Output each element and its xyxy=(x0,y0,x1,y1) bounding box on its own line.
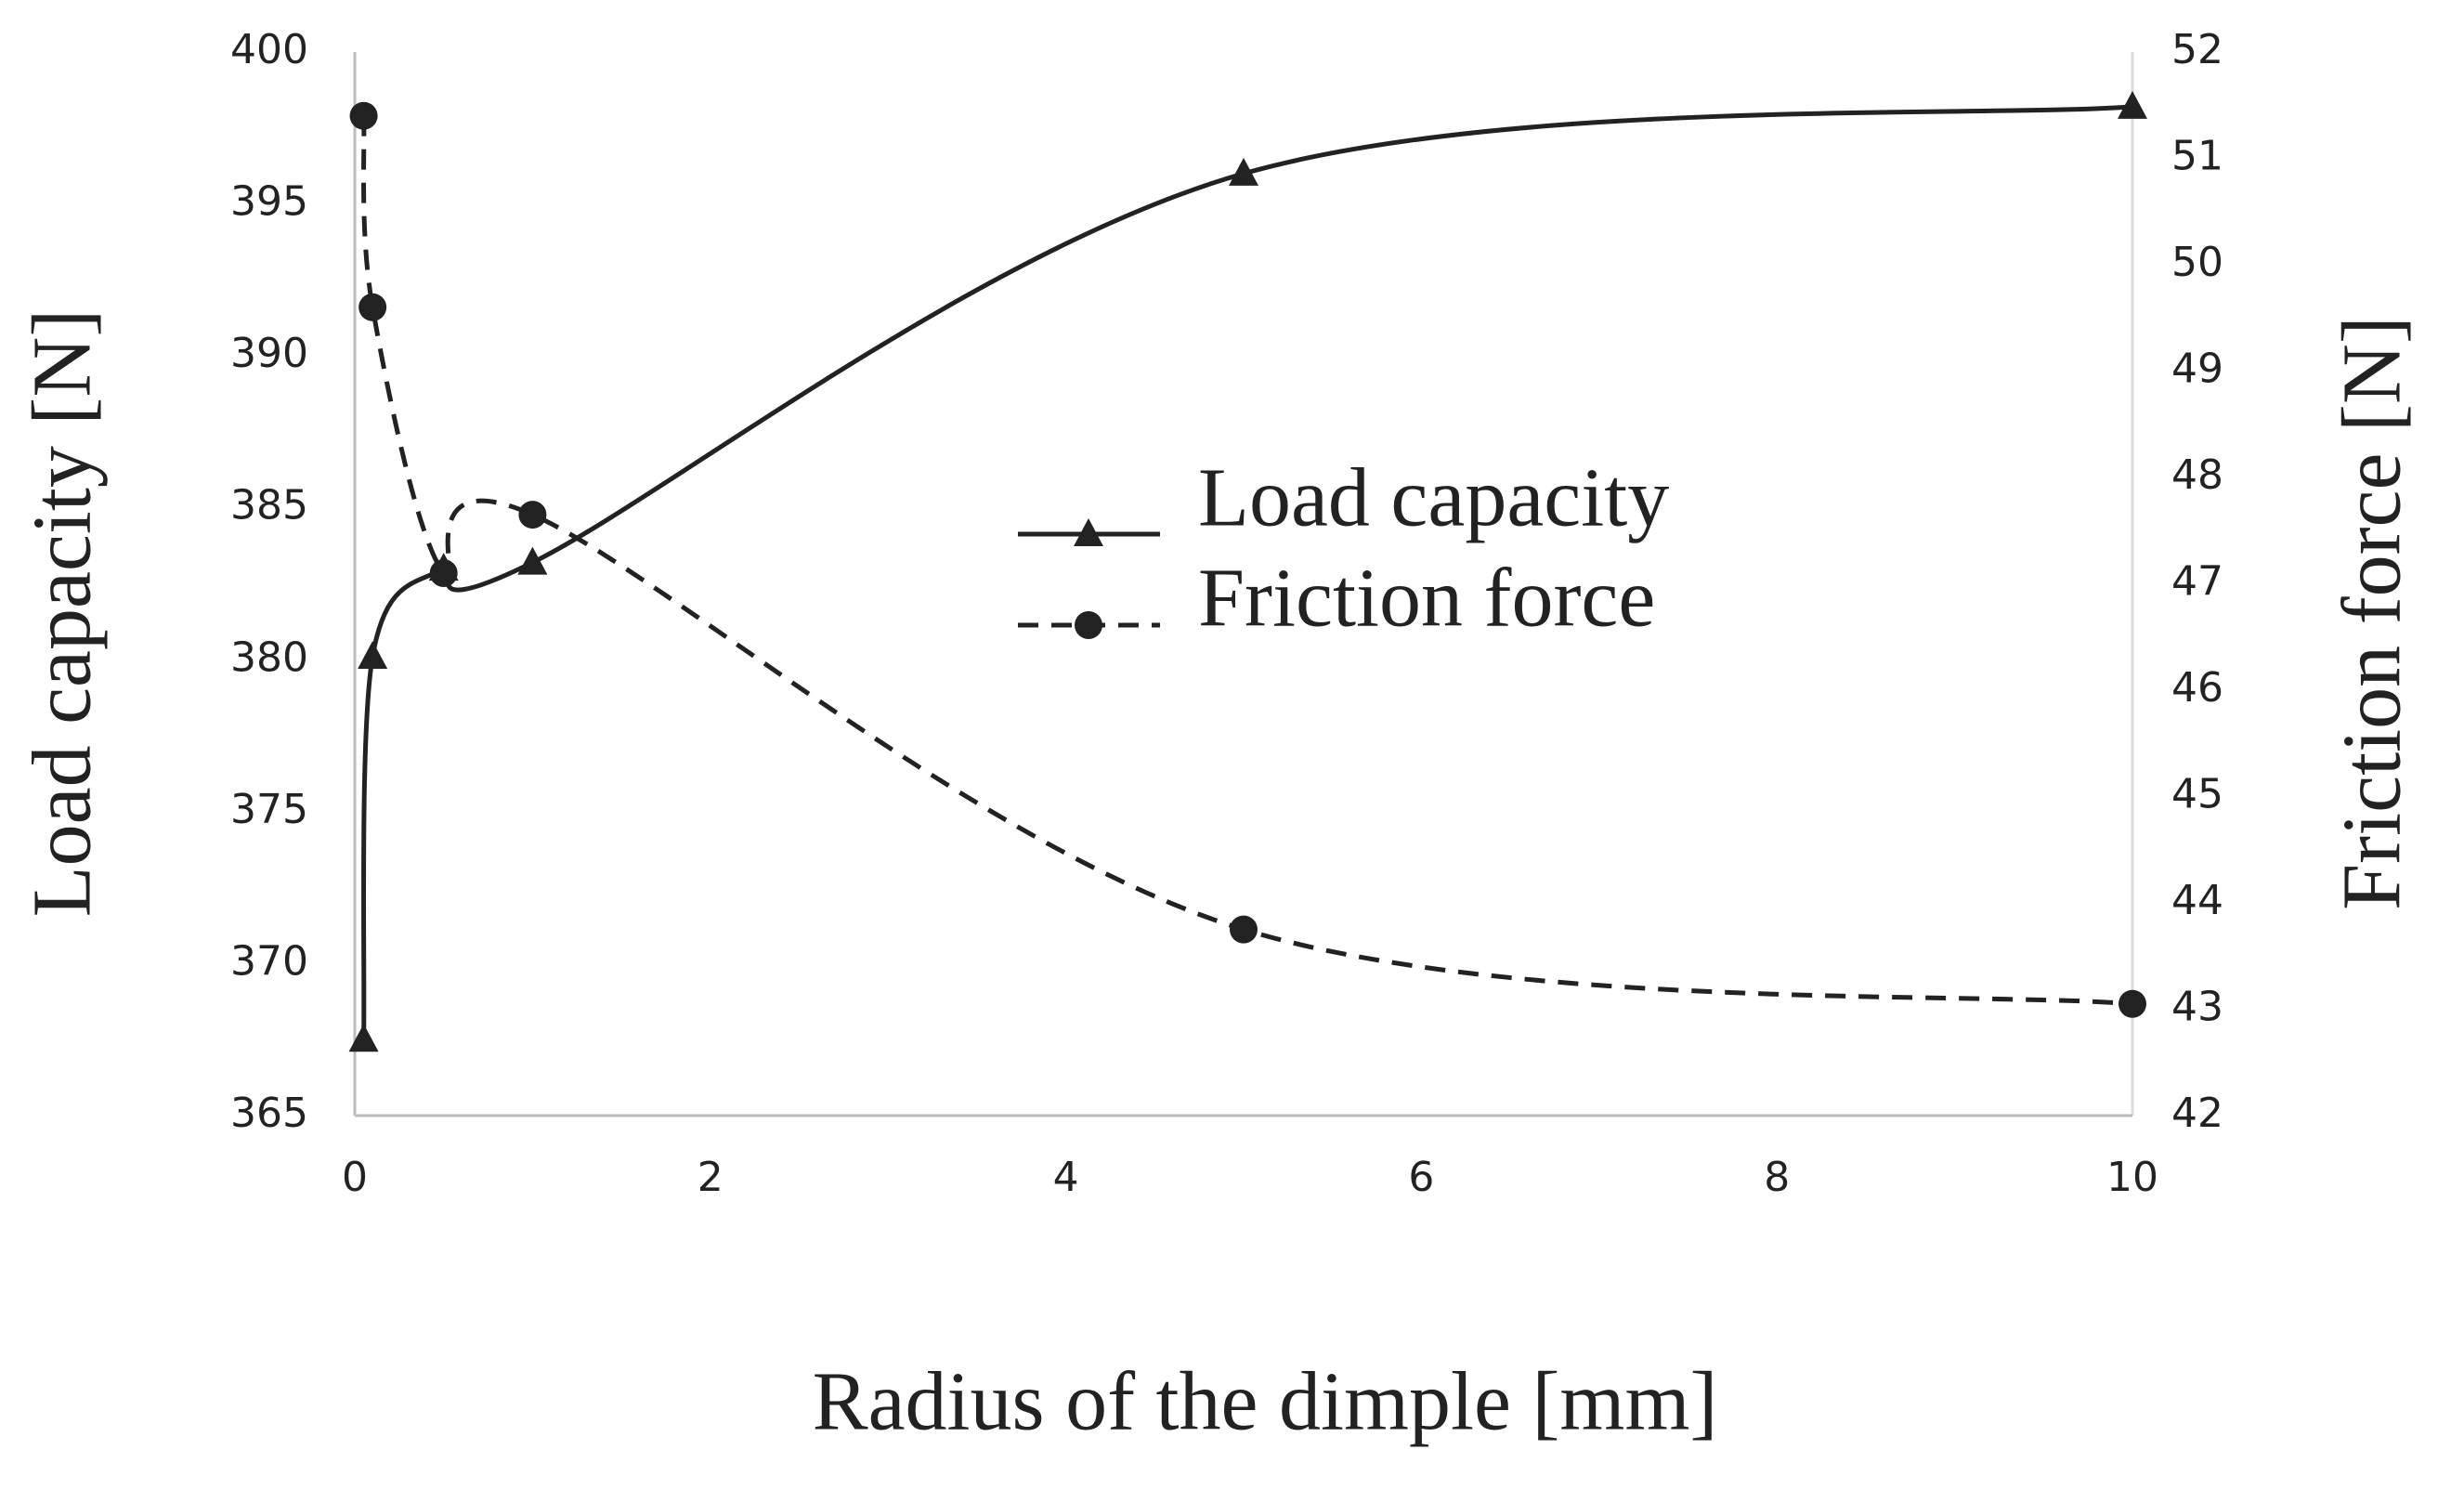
data-point xyxy=(358,641,388,670)
x-tick-label: 4 xyxy=(1053,1154,1079,1201)
y2-tick-label: 42 xyxy=(2171,1090,2223,1137)
legend-label: Load capacity xyxy=(1198,452,1669,544)
y-tick-label: 395 xyxy=(230,178,308,226)
y-tick-label: 385 xyxy=(230,482,308,529)
y2-tick-label: 44 xyxy=(2171,877,2223,924)
y-tick-label: 400 xyxy=(230,26,308,73)
data-point xyxy=(1230,915,1258,944)
x-tick-label: 8 xyxy=(1764,1154,1790,1201)
y2-tick-label: 48 xyxy=(2171,451,2223,499)
y-tick-label: 365 xyxy=(230,1090,308,1137)
x-axis-title: Radius of the dimple [mm] xyxy=(813,1356,1718,1448)
legend-marker xyxy=(1074,518,1103,546)
data-point xyxy=(349,101,378,130)
y2-tick-label: 50 xyxy=(2171,239,2223,286)
data-point xyxy=(2118,90,2147,119)
x-tick-label: 6 xyxy=(1408,1154,1434,1201)
y2-tick-label: 45 xyxy=(2171,771,2223,818)
y2-tick-label: 52 xyxy=(2171,26,2223,73)
legend-label: Friction force xyxy=(1198,553,1655,645)
y-tick-label: 390 xyxy=(230,330,308,377)
x-tick-label: 2 xyxy=(697,1154,724,1201)
y-tick-label: 375 xyxy=(230,786,308,833)
y2-tick-label: 47 xyxy=(2171,558,2223,606)
y-axis-title: Load capacity [N] xyxy=(17,309,109,918)
x-tick-label: 10 xyxy=(2106,1154,2158,1201)
y-tick-label: 380 xyxy=(230,633,308,681)
data-point xyxy=(359,293,387,321)
y2-tick-label: 43 xyxy=(2171,984,2223,1031)
data-point xyxy=(517,546,548,575)
y2-tick-label: 51 xyxy=(2171,133,2223,180)
x-tick-label: 0 xyxy=(342,1154,368,1201)
data-point xyxy=(1229,157,1258,186)
data-point xyxy=(429,559,458,588)
y2-tick-label: 49 xyxy=(2171,346,2223,393)
legend-marker xyxy=(1075,611,1102,639)
y-tick-label: 370 xyxy=(230,937,308,985)
data-point xyxy=(2119,989,2146,1018)
y2-tick-label: 46 xyxy=(2171,664,2223,712)
y2-axis-title: Friction force [N] xyxy=(2327,316,2418,910)
data-line xyxy=(360,115,2133,1007)
data-point xyxy=(518,501,547,529)
data-point xyxy=(348,1024,379,1052)
